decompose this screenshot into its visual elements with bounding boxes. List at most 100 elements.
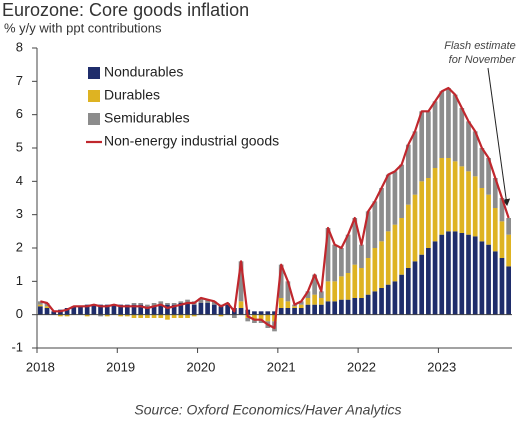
bar [426, 248, 431, 315]
bar [151, 314, 157, 318]
y-tick-label: 0 [16, 306, 23, 321]
bar [352, 218, 358, 265]
bar [446, 88, 451, 158]
bar [459, 233, 465, 315]
bar [325, 228, 331, 282]
bar [379, 188, 384, 242]
bar [238, 301, 244, 308]
bar [278, 308, 284, 315]
bar [385, 231, 391, 285]
bar [486, 244, 491, 315]
annotation: Flash estimate [444, 40, 516, 52]
bar [365, 258, 371, 295]
legend-swatch [88, 90, 100, 102]
bar [499, 198, 505, 222]
bar [185, 303, 190, 315]
bar [305, 298, 311, 305]
y-tick-label: 3 [16, 206, 23, 221]
bar [185, 314, 190, 318]
bar [466, 234, 471, 315]
bar [359, 268, 364, 298]
bar [345, 299, 351, 315]
bar [205, 299, 210, 303]
bar [479, 241, 485, 315]
bar [405, 144, 411, 205]
bar [272, 311, 277, 315]
bar [38, 301, 43, 305]
bar [472, 131, 478, 177]
bar [412, 131, 418, 195]
bar [345, 234, 351, 273]
bar [124, 304, 130, 315]
bar [312, 274, 317, 295]
bar [432, 168, 438, 242]
bar [131, 314, 137, 318]
bar [44, 306, 50, 308]
bar [245, 318, 251, 322]
bar [318, 304, 324, 315]
bar [51, 311, 57, 315]
bar [258, 311, 264, 315]
bar [104, 314, 110, 317]
chart-subtitle: % y/y with ppt contributions [4, 20, 162, 35]
bar [191, 304, 197, 315]
bar [252, 319, 257, 323]
bar [379, 288, 384, 315]
bar [325, 301, 331, 315]
bar [131, 303, 137, 305]
bar [405, 268, 411, 315]
bar [225, 304, 231, 315]
bar [479, 188, 485, 242]
bar [278, 298, 284, 308]
bar [419, 181, 425, 255]
bar [98, 304, 103, 315]
bar [385, 284, 391, 315]
bar [419, 111, 425, 182]
bar [211, 301, 217, 305]
bar [118, 304, 123, 315]
bar [158, 304, 164, 315]
bar [298, 308, 304, 315]
bar [332, 244, 338, 282]
bar [158, 314, 164, 318]
bar [452, 231, 458, 315]
bar [64, 308, 70, 315]
bar [298, 304, 304, 308]
y-tick-label: 7 [16, 73, 23, 88]
bar [492, 208, 498, 252]
bar [38, 304, 43, 307]
legend-label: Semidurables [104, 110, 190, 126]
annotation: for November [449, 54, 517, 66]
bar [305, 291, 311, 298]
bar [419, 254, 425, 315]
bar [332, 301, 338, 315]
bar [372, 291, 378, 315]
bar [138, 314, 144, 318]
bar [78, 306, 83, 315]
bar [258, 314, 264, 320]
bar [104, 304, 110, 315]
bar [298, 301, 304, 305]
bar [165, 314, 170, 320]
bar [426, 178, 431, 248]
bar [439, 234, 445, 315]
bar [339, 276, 344, 300]
bar [151, 306, 157, 315]
bar [151, 303, 157, 307]
y-tick-label: 8 [16, 39, 23, 54]
bar [365, 294, 371, 315]
bar [405, 204, 411, 268]
bar [472, 176, 478, 237]
bar [84, 304, 90, 315]
bar [332, 281, 338, 302]
bar [492, 251, 498, 315]
bar [399, 164, 404, 218]
bar [64, 314, 70, 317]
bar [198, 303, 204, 315]
bar [399, 274, 404, 315]
x-tick-label: 2021 [267, 359, 296, 374]
bar [372, 201, 378, 248]
bar [486, 158, 491, 195]
bar [459, 108, 465, 167]
bar [118, 314, 123, 317]
